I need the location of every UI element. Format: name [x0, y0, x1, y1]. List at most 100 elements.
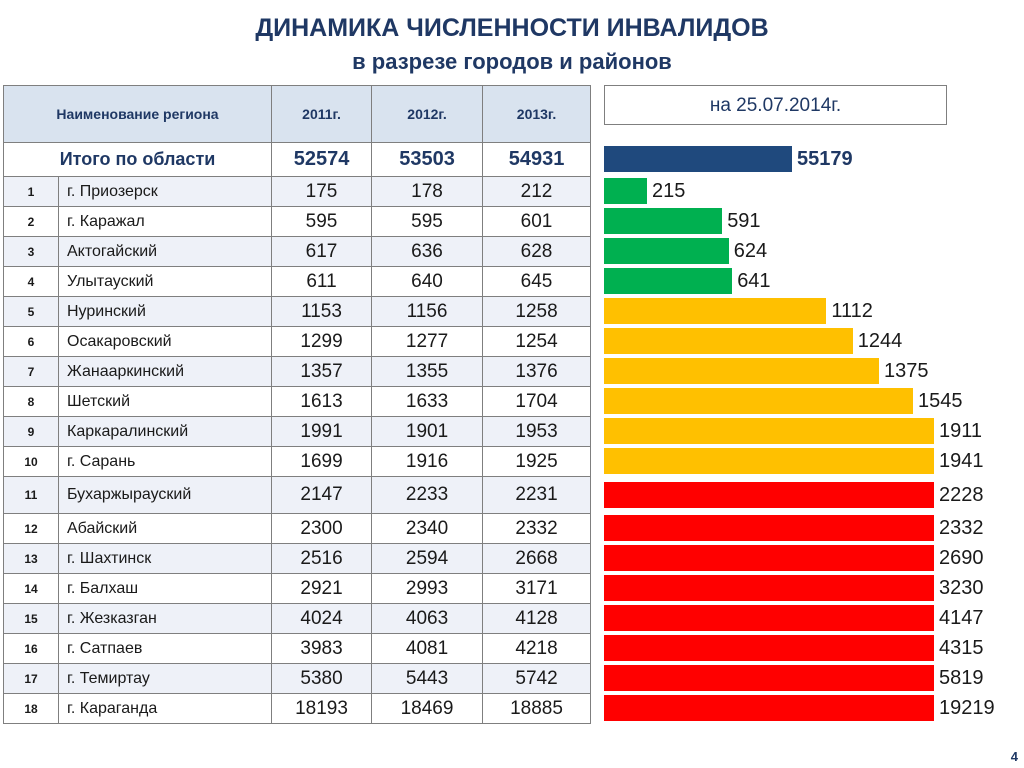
- table-row: 13 г. Шахтинск 2516 2594 2668: [3, 543, 592, 574]
- total-bar-label: 55179: [797, 148, 853, 170]
- bar-4: [604, 268, 733, 294]
- region-name: Актогайский: [57, 236, 273, 267]
- value-2012: 595: [371, 206, 484, 237]
- bar-label-15: 4147: [939, 607, 984, 629]
- bar-6: [604, 328, 853, 354]
- value-2013: 4128: [482, 603, 592, 634]
- value-2012: 1355: [371, 356, 484, 387]
- page-subtitle: в разрезе городов и районов: [352, 49, 672, 74]
- region-name: г. Жезказган: [57, 603, 273, 634]
- bar-label-14: 3230: [939, 577, 984, 599]
- table-row: 18 г. Караганда 18193 18469 18885: [3, 693, 592, 724]
- table-row: 7 Жанааркинский 1357 1355 1376: [3, 356, 592, 387]
- header-2012: 2012г.: [371, 85, 484, 143]
- value-2012: 1277: [371, 326, 484, 357]
- table-row: 14 г. Балхаш 2921 2993 3171: [3, 573, 592, 604]
- bar-label-4: 641: [737, 270, 771, 292]
- row-number: 2: [3, 206, 59, 237]
- value-2013: 4218: [482, 633, 592, 664]
- row-number: 5: [3, 296, 59, 327]
- value-2011: 595: [271, 206, 373, 237]
- bar-18: [604, 695, 934, 721]
- value-2011: 4024: [271, 603, 373, 634]
- bar-3: [604, 238, 729, 264]
- value-2012: 18469: [371, 693, 484, 724]
- table-row: 4 Улытауский 611 640 645: [3, 266, 592, 297]
- value-2013: 1254: [482, 326, 592, 357]
- value-2012: 640: [371, 266, 484, 297]
- bar-8: [604, 388, 913, 414]
- header-2013: 2013г.: [482, 85, 592, 143]
- header-2011: 2011г.: [271, 85, 373, 143]
- bar-label-8: 1545: [918, 390, 963, 412]
- value-2011: 617: [271, 236, 373, 267]
- page-title: ДИНАМИКА ЧИСЛЕННОСТИ ИНВАЛИДОВ: [255, 14, 769, 42]
- region-name: г. Каражал: [57, 206, 273, 237]
- row-number: 17: [3, 663, 59, 694]
- value-2013: 1258: [482, 296, 592, 327]
- row-number: 10: [3, 446, 59, 477]
- total-name: Итого по области: [2, 142, 273, 177]
- region-name: Нуринский: [57, 296, 273, 327]
- bar-9: [604, 418, 934, 444]
- bar-label-7: 1375: [884, 360, 929, 382]
- value-2012: 636: [371, 236, 484, 267]
- total-2013: 54931: [482, 142, 592, 177]
- value-2011: 611: [271, 266, 373, 297]
- bar-label-1: 215: [652, 180, 686, 202]
- bar-10: [604, 448, 934, 474]
- value-2011: 2921: [271, 573, 373, 604]
- value-2011: 2300: [271, 513, 373, 544]
- table-row: 1 г. Приозерск 175 178 212: [3, 176, 592, 207]
- bar-14: [604, 575, 934, 601]
- table-row: 11 Бухаржырауский 2147 2233 2231: [3, 476, 592, 514]
- row-number: 4: [3, 266, 59, 297]
- page-number: 4: [1010, 749, 1018, 764]
- value-2013: 1925: [482, 446, 592, 477]
- value-2011: 1153: [271, 296, 373, 327]
- value-2013: 212: [482, 176, 592, 207]
- table-row: 12 Абайский 2300 2340 2332: [3, 513, 592, 544]
- value-2011: 2147: [271, 476, 373, 514]
- value-2013: 2668: [482, 543, 592, 574]
- region-name: г. Сарань: [57, 446, 273, 477]
- bar-label-9: 1911: [939, 420, 983, 442]
- value-2013: 3171: [482, 573, 592, 604]
- value-2012: 1633: [371, 386, 484, 417]
- bar-label-3: 624: [733, 240, 768, 262]
- bar-label-17: 5819: [939, 667, 984, 689]
- table-row: 16 г. Сатпаев 3983 4081 4218: [3, 633, 592, 664]
- value-2011: 1991: [271, 416, 373, 447]
- row-number: 6: [3, 326, 59, 357]
- row-number: 13: [3, 543, 59, 574]
- value-2013: 601: [482, 206, 592, 237]
- region-name: г. Приозерск: [57, 176, 273, 207]
- bar-16: [604, 635, 934, 661]
- region-name: г. Шахтинск: [57, 543, 273, 574]
- bar-label-16: 4315: [939, 637, 984, 659]
- table-row: 2 г. Каражал 595 595 601: [3, 206, 592, 237]
- bar-label-11: 2228: [939, 483, 984, 506]
- total-2012: 53503: [371, 142, 484, 177]
- value-2013: 2231: [482, 476, 592, 514]
- row-number: 7: [3, 356, 59, 387]
- region-name: Жанааркинский: [57, 356, 273, 387]
- bar-1: [604, 178, 647, 204]
- value-2011: 2516: [271, 543, 373, 574]
- value-2011: 175: [271, 176, 373, 207]
- value-2012: 1901: [371, 416, 484, 447]
- region-name: Абайский: [57, 513, 273, 544]
- row-number: 12: [3, 513, 59, 544]
- total-bar: [604, 146, 792, 172]
- value-2013: 1953: [482, 416, 592, 447]
- value-2012: 4063: [371, 603, 484, 634]
- value-2012: 1156: [371, 296, 484, 327]
- value-2013: 645: [482, 266, 592, 297]
- bar-15: [604, 605, 934, 631]
- table-row: 9 Каркаралинский 1991 1901 1953: [3, 416, 592, 447]
- row-number: 9: [3, 416, 59, 447]
- value-2012: 1916: [371, 446, 484, 477]
- bar-label-10: 1941: [939, 450, 984, 472]
- bar-2: [604, 208, 723, 234]
- table-row: 15 г. Жезказган 4024 4063 4128: [3, 603, 592, 634]
